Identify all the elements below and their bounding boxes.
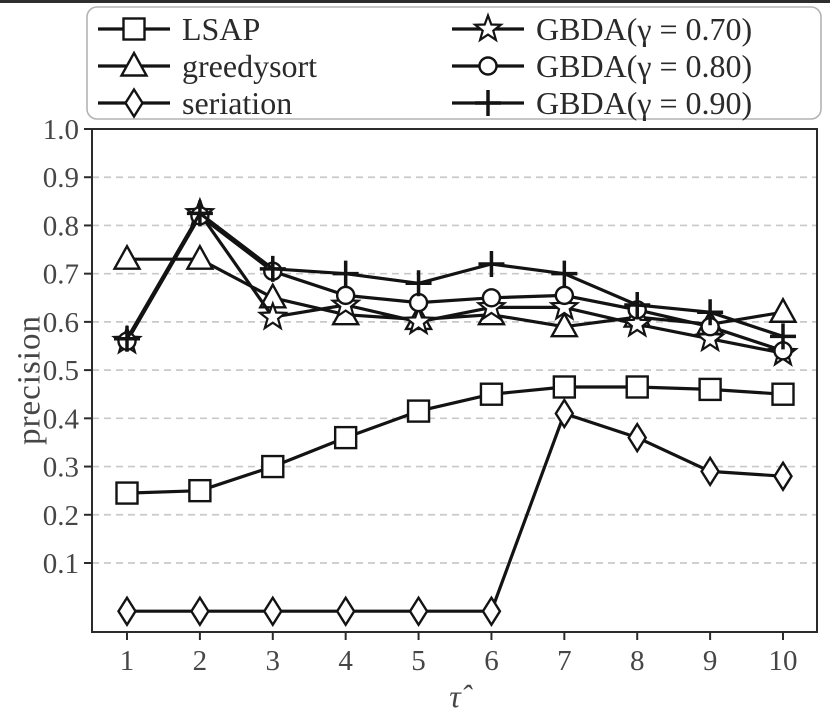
- y-tick-label: 1.0: [43, 114, 79, 146]
- x-axis-label: τ̂: [449, 678, 461, 714]
- legend-entry: greedysort: [98, 48, 317, 84]
- y-tick-label: 0.5: [43, 355, 79, 387]
- y-tick-label: 0.6: [43, 307, 79, 339]
- y-tick-label: 0.1: [43, 548, 79, 580]
- y-tick-label: 0.4: [43, 403, 80, 435]
- tick-labels: 0.1 0.2 0.3 0.4 0.5 0.6 0.7 0.8 0.9 1.0 1 2 3 4 5 6 7 8 9 1…: [43, 114, 798, 677]
- legend-entry: LSAP: [98, 11, 260, 47]
- x-tick-label: 1: [120, 645, 135, 677]
- legend-label: GBDA(γ = 0.80): [536, 48, 752, 84]
- legend-label: GBDA(γ = 0.90): [536, 85, 752, 121]
- y-tick-label: 0.3: [43, 452, 79, 484]
- y-tick-label: 0.7: [43, 259, 79, 291]
- series-diamond: [117, 397, 793, 627]
- legend-label: seriation: [182, 85, 292, 121]
- legend-entry: GBDA(γ = 0.80): [452, 48, 752, 84]
- legend-label: GBDA(γ = 0.70): [536, 11, 752, 47]
- y-tick-label: 0.9: [43, 162, 79, 194]
- x-tick-label: 5: [411, 645, 426, 677]
- series-plus: [114, 200, 797, 352]
- gridlines: [92, 176, 817, 564]
- x-tick-label: 9: [703, 645, 718, 677]
- axes-spines: [91, 128, 818, 633]
- series-square: [115, 375, 795, 505]
- legend-box: [86, 6, 822, 120]
- axis-ticks: [84, 128, 785, 640]
- x-tick-label: 7: [557, 645, 572, 677]
- x-tick-label: 3: [266, 645, 281, 677]
- x-tick-label: 4: [338, 645, 353, 677]
- x-tick-label: 10: [769, 645, 798, 677]
- y-tick-label: 0.2: [43, 500, 79, 532]
- y-axis-label: precision: [11, 315, 48, 445]
- legend-label: LSAP: [182, 11, 260, 47]
- legend-entry: GBDA(γ = 0.70): [452, 11, 752, 47]
- legend-label: greedysort: [182, 48, 317, 84]
- legend-entry: seriation: [98, 85, 292, 121]
- y-tick-label: 0.8: [43, 210, 79, 242]
- top-divider-rule: [0, 0, 830, 3]
- x-tick-label: 6: [484, 645, 499, 677]
- legend-entry: GBDA(γ = 0.90): [452, 85, 752, 121]
- x-tick-label: 2: [193, 645, 208, 677]
- x-tick-label: 8: [630, 645, 645, 677]
